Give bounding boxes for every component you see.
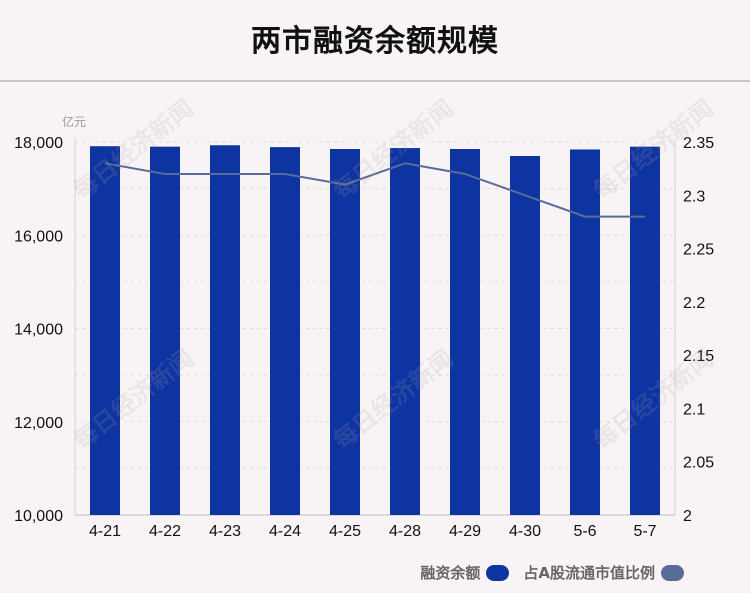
unit-label: 亿元 (62, 114, 86, 129)
legend-label-balance: 融资余额 (420, 564, 481, 582)
x-tick-label: 5-6 (573, 523, 596, 540)
bar (570, 149, 600, 515)
right-tick-label: 2.1 (683, 401, 705, 418)
x-tick-label: 4-24 (269, 523, 301, 540)
title-divider (0, 80, 750, 82)
legend-swatch-ratio (661, 564, 684, 581)
chart-title: 两市融资余额规模 (251, 24, 499, 59)
bar (330, 148, 360, 515)
legend-label-ratio: 占A股流通市值比例 (523, 564, 655, 582)
left-tick-label: 16,000 (14, 228, 63, 245)
x-tick-label: 4-29 (449, 523, 481, 540)
x-tick-label: 5-7 (633, 523, 656, 540)
right-tick-label: 2.3 (683, 188, 705, 205)
legend-item-balance: 融资余额 (420, 562, 510, 583)
right-tick-label: 2 (683, 508, 692, 525)
right-tick-label: 2.2 (683, 295, 705, 312)
right-tick-label: 2.35 (683, 135, 714, 152)
x-tick-label: 4-30 (509, 523, 541, 540)
left-tick-label: 14,000 (14, 322, 63, 339)
bar (450, 148, 480, 515)
chart-legend: 融资余额 占A股流通市值比例 (420, 562, 684, 583)
x-tick-label: 4-21 (89, 523, 121, 540)
right-tick-label: 2.25 (683, 242, 714, 259)
legend-swatch-balance (486, 564, 510, 581)
x-tick-label: 4-23 (209, 523, 241, 540)
x-tick-label: 4-25 (329, 523, 361, 540)
bar (390, 148, 420, 515)
legend-item-ratio: 占A股流通市值比例 (523, 562, 684, 583)
bar (90, 146, 120, 516)
right-tick-label: 2.05 (683, 455, 714, 472)
bar (270, 147, 300, 515)
bar (630, 146, 660, 515)
left-tick-label: 12,000 (14, 415, 63, 432)
x-tick-label: 4-28 (389, 523, 421, 540)
ratio-line (104, 162, 645, 218)
left-tick-label: 18,000 (14, 135, 63, 152)
x-tick-label: 4-22 (149, 523, 181, 540)
bar (150, 146, 180, 515)
bar (210, 145, 240, 516)
right-tick-label: 2.15 (683, 348, 714, 365)
bar (510, 155, 540, 516)
left-tick-label: 10,000 (14, 508, 63, 525)
